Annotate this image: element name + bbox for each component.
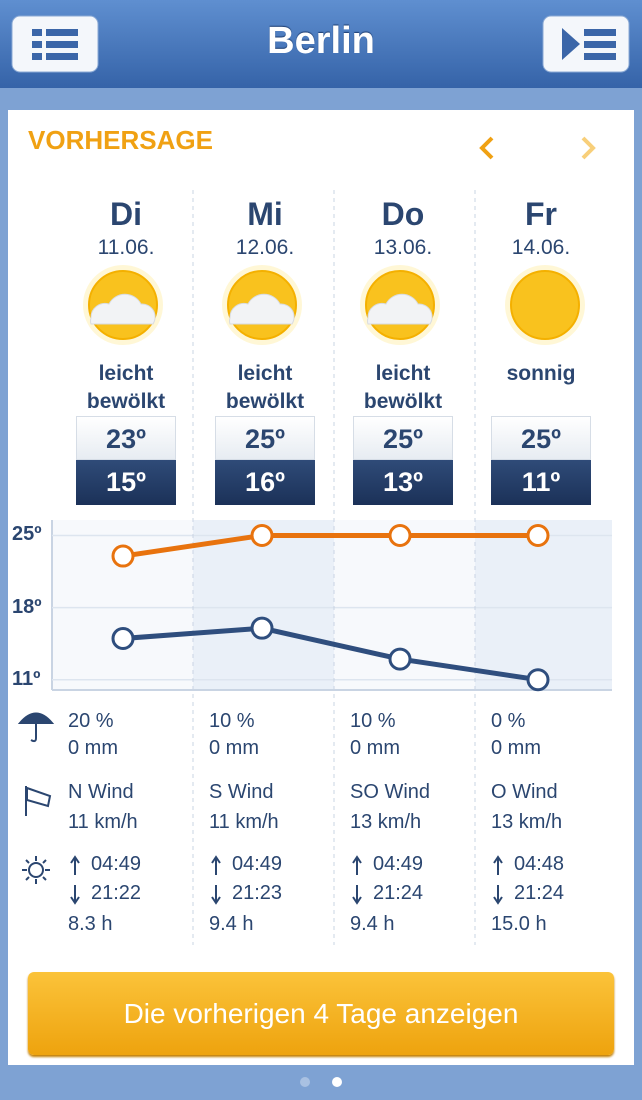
previous-days-button[interactable]: Die vorherigen 4 Tage anzeigen xyxy=(28,972,614,1055)
day-date: 12.06. xyxy=(235,236,295,259)
wind-speed: 13 km/h xyxy=(350,811,422,833)
precip-icon xyxy=(17,712,55,743)
wind-icon xyxy=(25,786,52,816)
cloud xyxy=(90,293,156,325)
wind-direction: O Wind xyxy=(491,781,558,803)
precip-amount: 0 mm xyxy=(209,737,259,759)
y-tick-label: 18º xyxy=(12,595,42,618)
sunset-arrow xyxy=(70,885,80,905)
cloud xyxy=(367,293,433,325)
temperature-point xyxy=(526,523,550,547)
temperature-line xyxy=(122,625,539,683)
sun xyxy=(510,270,580,340)
header xyxy=(0,0,642,88)
sunrise-arrow xyxy=(70,855,80,875)
sun-hours: 9.4 h xyxy=(350,913,395,935)
precip-chance: 10 % xyxy=(209,710,255,732)
precip-chance: 0 % xyxy=(491,710,526,732)
sunset: 21:24 xyxy=(373,882,424,904)
precip-amount: 0 mm xyxy=(68,737,118,759)
sidebar-icon xyxy=(562,28,616,60)
sunrise: 04:49 xyxy=(91,853,142,875)
low-temp: 15º xyxy=(76,460,176,505)
wind-speed: 11 km/h xyxy=(68,811,138,833)
precip-chance: 20 % xyxy=(68,710,114,732)
precip-amount: 0 mm xyxy=(491,737,541,759)
low-temp: 16º xyxy=(215,460,315,505)
high-temp: 25º xyxy=(215,416,315,460)
sunrise-arrow xyxy=(211,855,221,875)
prev-arrow[interactable] xyxy=(479,136,494,160)
day-name: Do xyxy=(381,196,425,232)
sun-icon xyxy=(22,856,50,884)
condition: leicht bewölkt xyxy=(225,362,305,413)
city-title: Berlin xyxy=(267,20,375,62)
sunset: 21:24 xyxy=(514,882,565,904)
condition: leicht bewölkt xyxy=(86,362,166,413)
temperature-point xyxy=(388,523,412,547)
low-temp: 11º xyxy=(491,460,591,505)
day-name: Mi xyxy=(247,196,283,232)
condition: sonnig xyxy=(506,362,576,385)
day-date: 11.06. xyxy=(97,236,155,259)
sun-hours: 9.4 h xyxy=(209,913,254,935)
sunrise-arrow xyxy=(493,855,503,875)
precip-amount: 0 mm xyxy=(350,737,400,759)
temperature-point xyxy=(111,626,135,650)
sun-hours: 8.3 h xyxy=(68,913,113,935)
high-temp: 25º xyxy=(491,416,591,460)
temperature-point xyxy=(111,544,135,568)
cloud xyxy=(229,293,295,325)
y-tick-label: 25º xyxy=(12,523,42,546)
day-name: Fr xyxy=(525,196,557,232)
sunrise: 04:49 xyxy=(373,853,424,875)
wind-direction: SO Wind xyxy=(350,781,431,803)
temperature-point xyxy=(250,616,274,640)
sunset-arrow xyxy=(493,885,503,905)
wind-direction: S Wind xyxy=(209,781,274,803)
wind-direction: N Wind xyxy=(68,781,134,803)
sunrise: 04:48 xyxy=(514,853,565,875)
menu-icon xyxy=(32,29,78,60)
sunrise-arrow xyxy=(352,855,362,875)
column-shade xyxy=(475,520,612,690)
column-shade xyxy=(193,520,334,690)
high-temp: 23º xyxy=(76,416,176,460)
wind-speed: 11 km/h xyxy=(209,811,279,833)
temperature-point xyxy=(250,523,274,547)
day-date: 14.06. xyxy=(511,236,571,259)
next-arrow[interactable] xyxy=(581,136,596,160)
section-label: VORHERSAGE xyxy=(28,125,213,155)
precip-chance: 10 % xyxy=(350,710,396,732)
high-temp: 25º xyxy=(353,416,453,460)
sunset: 21:22 xyxy=(91,882,142,904)
sunset: 21:23 xyxy=(232,882,283,904)
sun-hours: 15.0 h xyxy=(491,913,547,935)
sunrise: 04:49 xyxy=(232,853,283,875)
wind-speed: 13 km/h xyxy=(491,811,563,833)
day-name: Di xyxy=(110,196,142,232)
temperature-point xyxy=(388,647,412,671)
sunset-arrow xyxy=(211,885,221,905)
day-date: 13.06. xyxy=(373,236,433,259)
temperature-point xyxy=(526,668,550,692)
y-tick-label: 11º xyxy=(12,667,41,690)
low-temp: 13º xyxy=(353,460,453,505)
temperature-line xyxy=(122,532,538,559)
condition: leicht bewölkt xyxy=(363,362,443,413)
sunset-arrow xyxy=(352,885,362,905)
